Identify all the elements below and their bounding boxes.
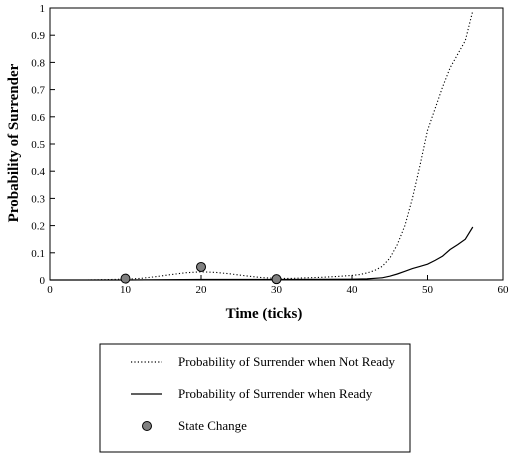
y-tick-label: 0.4 <box>31 166 45 178</box>
plot-area <box>49 7 504 281</box>
ready-series-line <box>50 226 474 281</box>
y-tick-label: 0.8 <box>31 57 45 69</box>
y-tick-label: 0.1 <box>31 248 45 260</box>
y-axis-title: Probability of Surrender <box>6 63 22 222</box>
x-tick-label: 40 <box>347 284 359 296</box>
state-change-marker <box>271 274 282 285</box>
state-change-marker <box>196 261 206 272</box>
y-tick-label: 0.7 <box>31 85 45 97</box>
y-tick-label: 0.5 <box>31 139 45 151</box>
x-tick-label: 20 <box>196 284 208 296</box>
y-tick-label: 1 <box>40 3 46 15</box>
legend-label: State Change <box>178 418 247 433</box>
x-tick-label: 10 <box>120 284 132 296</box>
y-tick-label: 0.2 <box>31 221 45 233</box>
y-axis-ticks: 0 0.1 0.2 0.3 0.4 0.5 0.6 0.7 0.8 0.9 1 <box>31 3 55 287</box>
x-tick-label: 50 <box>422 284 434 296</box>
not-ready-series-line <box>50 10 474 281</box>
y-tick-label: 0.3 <box>31 193 45 205</box>
legend-label: Probability of Surrender when Ready <box>178 386 373 401</box>
x-tick-label: 0 <box>47 284 53 296</box>
series-layer <box>50 10 474 285</box>
state-change-marker <box>120 273 131 284</box>
y-tick-label: 0.6 <box>31 112 45 124</box>
y-tick-label: 0.9 <box>31 30 45 42</box>
x-tick-label: 30 <box>271 284 283 296</box>
y-tick-label: 0 <box>40 275 46 287</box>
x-tick-label: 60 <box>498 284 509 296</box>
legend-label: Probability of Surrender when Not Ready <box>178 354 395 369</box>
plot-frame <box>49 7 504 281</box>
x-axis-title: Time (ticks) <box>226 306 303 322</box>
legend: Probability of Surrender when Not Ready P… <box>99 343 411 453</box>
legend-marker-swatch <box>142 421 152 431</box>
